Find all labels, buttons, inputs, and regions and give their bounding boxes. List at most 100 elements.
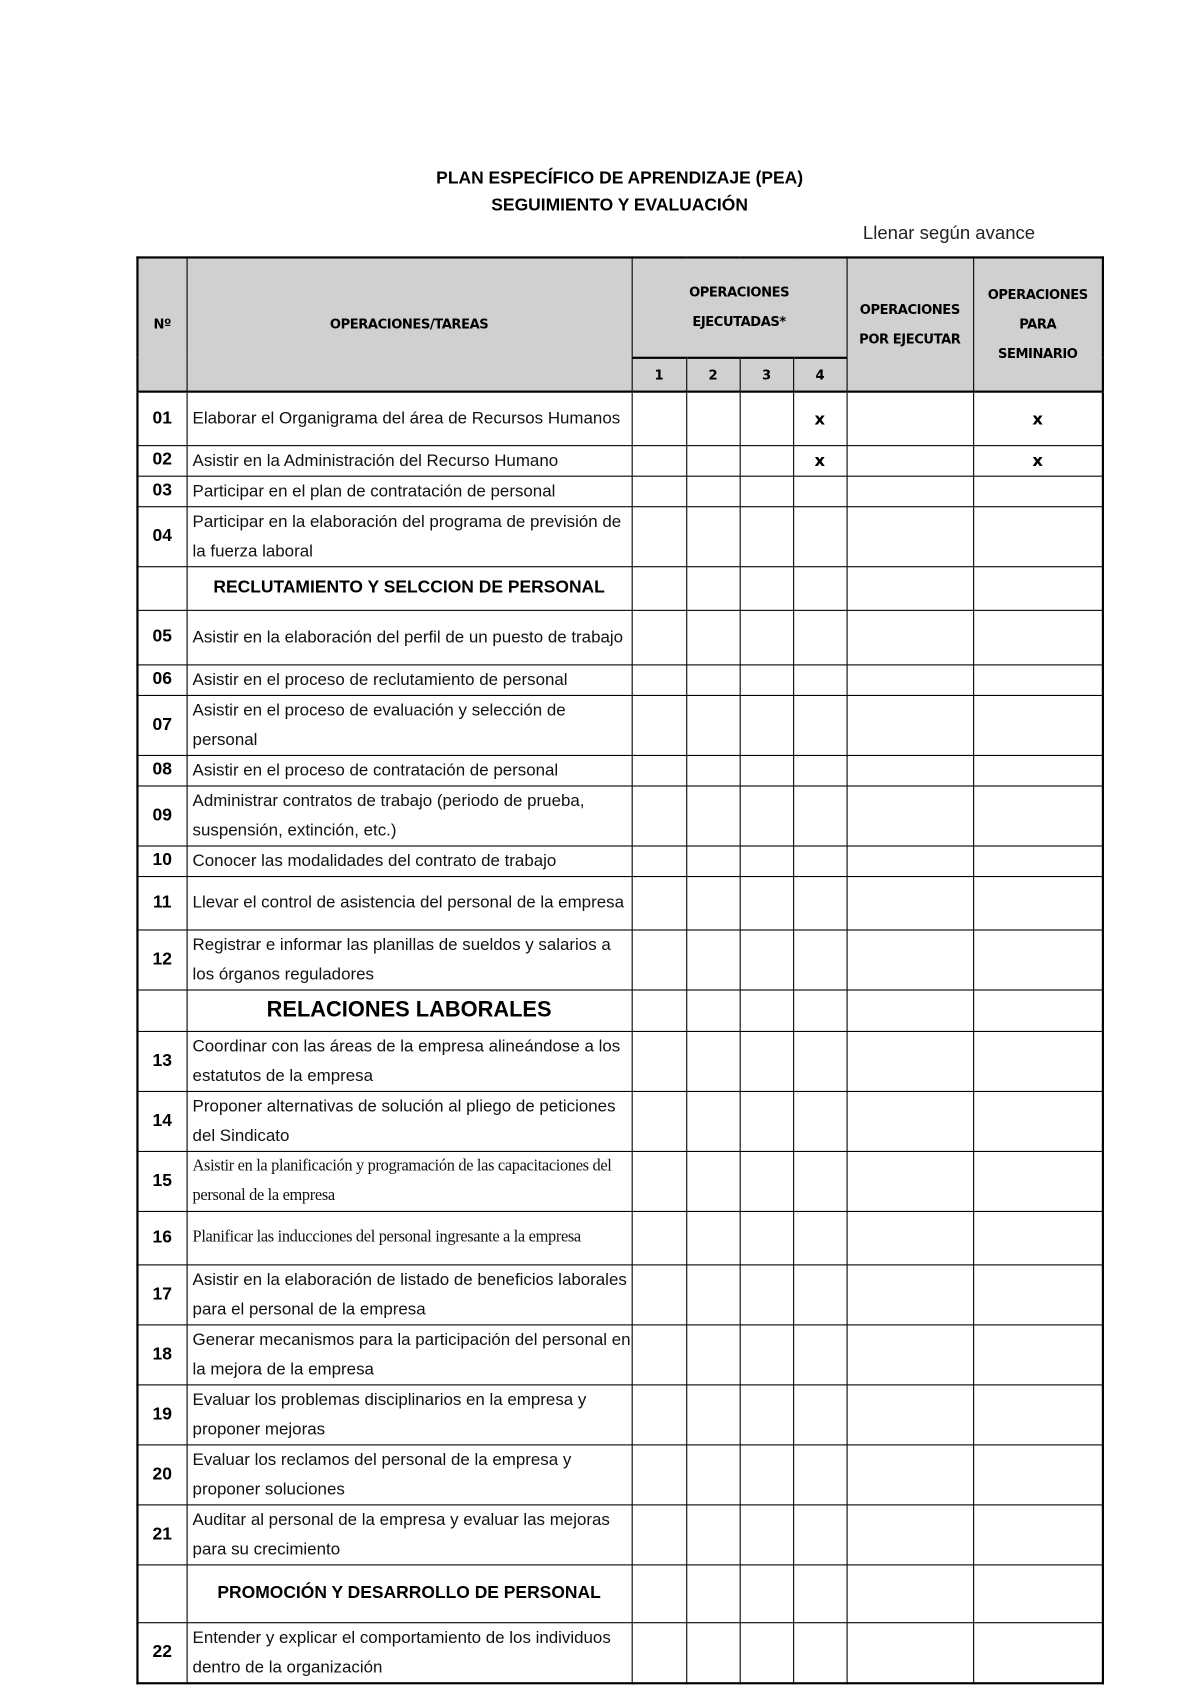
cell-c4 xyxy=(792,609,848,665)
task-text: Planificar las inducciones del personal … xyxy=(185,1210,633,1265)
cell-seminar xyxy=(972,475,1104,507)
cell-seminar xyxy=(972,1383,1104,1445)
cell-c2 xyxy=(685,1150,741,1212)
row-number: 09 xyxy=(136,784,188,846)
cell-c3 xyxy=(739,1383,794,1445)
cell-pending xyxy=(845,1150,974,1212)
cell-seminar xyxy=(972,1621,1104,1684)
task-text: Llevar el control de asistencia del pers… xyxy=(185,875,633,930)
cell-c2 xyxy=(685,694,741,756)
table-row: 19 Evaluar los problemas disciplinarios e… xyxy=(136,1383,1104,1445)
section-title: RECLUTAMIENTO Y SELCCION DE PERSONAL xyxy=(185,565,633,611)
task-text: Coordinar con las áreas de la empresa al… xyxy=(185,1030,633,1092)
row-number: 05 xyxy=(136,609,188,665)
cell-c4 xyxy=(792,1210,848,1265)
header-sub-2: 2 xyxy=(685,356,741,393)
empty-cell xyxy=(972,1563,1104,1623)
cell-c4 xyxy=(792,928,848,990)
cell-seminar xyxy=(972,875,1104,930)
task-text: Asistir en el proceso de contratación de… xyxy=(185,754,633,786)
cell-c4 xyxy=(792,754,848,786)
cell-c1 xyxy=(631,1503,687,1565)
cell-c1 xyxy=(631,784,687,846)
row-number: 07 xyxy=(136,694,188,756)
task-text: Asistir en la elaboración del perfil de … xyxy=(185,609,633,665)
header-executed: OPERACIONES EJECUTADAS* xyxy=(631,256,848,359)
cell-c4 xyxy=(792,1150,848,1212)
table-row: 22 Entender y explicar el comportamiento … xyxy=(136,1621,1104,1684)
cell-c4 xyxy=(792,505,848,567)
cell-c1 xyxy=(631,1323,687,1385)
cell-c1 xyxy=(631,1443,687,1505)
section-row: RECLUTAMIENTO Y SELCCION DE PERSONAL xyxy=(136,565,1104,611)
task-text: Registrar e informar las planillas de su… xyxy=(185,928,633,990)
cell-c4 xyxy=(792,1443,848,1505)
table-row: 05 Asistir en la elaboración del perfil d… xyxy=(136,609,1104,665)
cell-c2 xyxy=(685,444,741,477)
row-number: 02 xyxy=(136,444,188,477)
mark-seminar: x xyxy=(972,444,1104,477)
table-row: 13 Coordinar con las áreas de la empresa … xyxy=(136,1030,1104,1092)
cell-c4 xyxy=(792,1621,848,1684)
document-title: PLAN ESPECÍFICO DE APRENDIZAJE (PEA) xyxy=(436,169,804,188)
cell-c2 xyxy=(685,609,741,665)
cell-pending xyxy=(845,754,974,786)
cell-pending xyxy=(845,505,974,567)
section-row: RELACIONES LABORALES xyxy=(136,988,1104,1032)
task-text: Participar en la elaboración del program… xyxy=(185,505,633,567)
empty-cell xyxy=(792,988,848,1032)
cell-c2 xyxy=(685,928,741,990)
cell-c4 xyxy=(792,663,848,696)
cell-seminar xyxy=(972,1030,1104,1092)
cell-c1 xyxy=(631,1030,687,1092)
empty-cell xyxy=(792,565,848,611)
row-number: 18 xyxy=(136,1323,188,1385)
cell-seminar xyxy=(972,609,1104,665)
cell-seminar xyxy=(972,663,1104,696)
header-seminar-line2: PARA xyxy=(1019,316,1057,332)
header-seminar: OPERACIONES PARA SEMINARIO xyxy=(972,256,1104,393)
cell-c3 xyxy=(739,1090,794,1152)
empty-cell xyxy=(739,988,794,1032)
empty-cell xyxy=(685,565,741,611)
cell-c3 xyxy=(739,1210,794,1265)
cell-c1 xyxy=(631,609,687,665)
cell-c1 xyxy=(631,1150,687,1212)
cell-c3 xyxy=(739,875,794,930)
cell-pending xyxy=(845,390,974,446)
cell-seminar xyxy=(972,754,1104,786)
cell-pending xyxy=(845,663,974,696)
header-sub-3: 3 xyxy=(739,356,794,393)
cell-c3 xyxy=(739,1030,794,1092)
cell-seminar xyxy=(972,1443,1104,1505)
cell-c3 xyxy=(739,663,794,696)
header-number: Nº xyxy=(136,256,188,393)
cell-c3 xyxy=(739,390,794,446)
row-number: 20 xyxy=(136,1443,188,1505)
cell-c2 xyxy=(685,754,741,786)
cell-c2 xyxy=(685,1503,741,1565)
cell-c2 xyxy=(685,1210,741,1265)
mark-seminar: x xyxy=(972,390,1104,446)
cell-c3 xyxy=(739,784,794,846)
cell-pending xyxy=(845,1383,974,1445)
cell-pending xyxy=(845,844,974,877)
cell-pending xyxy=(845,1323,974,1385)
header-tasks: OPERACIONES/TAREAS xyxy=(185,256,633,393)
cell-c4 xyxy=(792,1323,848,1385)
mark-c4: x xyxy=(792,390,848,446)
cell-c2 xyxy=(685,1443,741,1505)
cell-c1 xyxy=(631,663,687,696)
task-text: Asistir en la planificación y programaci… xyxy=(185,1150,633,1212)
cell-c4 xyxy=(792,1030,848,1092)
task-text: Evaluar los reclamos del personal de la … xyxy=(185,1443,633,1505)
table-row: 06 Asistir en el proceso de reclutamiento… xyxy=(136,663,1104,696)
cell-c3 xyxy=(739,1323,794,1385)
row-number: 16 xyxy=(136,1210,188,1265)
table-row: 11 Llevar el control de asistencia del pe… xyxy=(136,875,1104,930)
cell-c3 xyxy=(739,505,794,567)
section-title: RELACIONES LABORALES xyxy=(185,988,633,1032)
row-number: 10 xyxy=(136,844,188,877)
header-sub-4: 4 xyxy=(792,356,848,393)
cell-pending xyxy=(845,1030,974,1092)
